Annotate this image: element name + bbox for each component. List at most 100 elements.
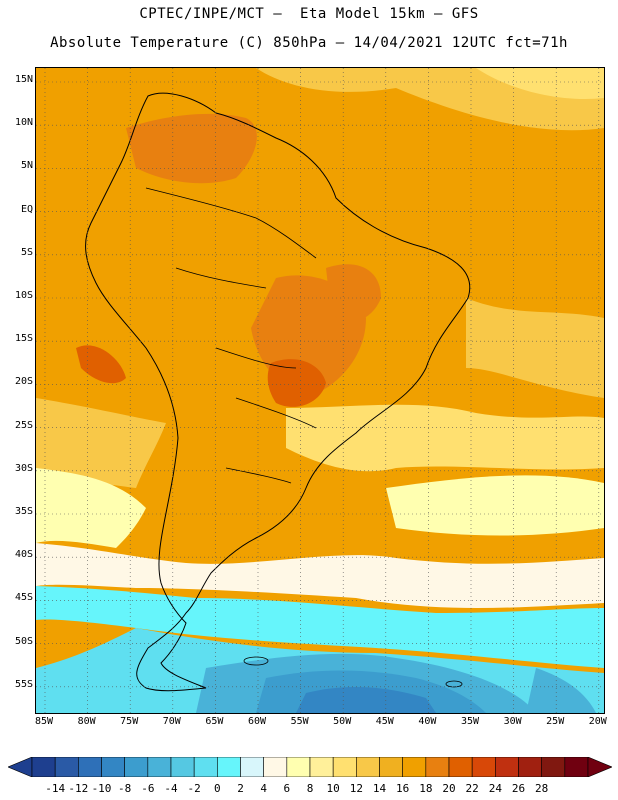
band-6-8 [36, 543, 604, 608]
colorbar-tick-label: 18 [419, 782, 433, 795]
title-line-2: Absolute Temperature (C) 850hPa – 14/04/… [50, 35, 568, 51]
colorbar-tick-label: -8 [118, 782, 132, 795]
band-neg4-east [526, 668, 596, 713]
lat-label: 30S [14, 462, 33, 474]
colorbar-swatch [518, 757, 542, 777]
colorbar-swatch [217, 757, 241, 777]
colorbar-tick-label: 6 [283, 782, 291, 795]
colorbar-swatch [471, 757, 496, 777]
colorbar-swatch [240, 757, 264, 777]
colorbar-tick-label: 0 [214, 782, 221, 795]
lon-label: 40W [418, 716, 437, 727]
colorbar-left-arrow [8, 757, 33, 777]
lat-label: 10S [14, 290, 33, 301]
colorbar-tick-label: 10 [326, 782, 340, 795]
colorbar-swatch [541, 757, 566, 777]
warm-core-pacific [76, 345, 126, 384]
band-12-14-north [476, 68, 604, 99]
colorbar-tick-label: -2 [187, 782, 201, 795]
lon-label: 50W [333, 716, 352, 727]
colorbar-tick-label: 26 [511, 782, 526, 795]
colorbar-tick-label: -10 [91, 782, 112, 795]
colorbar-swatch [379, 757, 403, 777]
colorbar-tick-label: -4 [164, 782, 178, 795]
colorbar [8, 757, 612, 777]
colorbar-swatch [402, 757, 427, 777]
colorbar-swatch [147, 757, 172, 777]
lat-label: 10N [14, 117, 33, 129]
lon-label: 70W [162, 716, 181, 727]
colorbar-swatch [448, 757, 473, 777]
title-line-1: CPTEC/INPE/MCT – Eta Model 15km – GFS [139, 6, 479, 22]
band-10-west [36, 468, 146, 548]
colorbar-tick-label: 14 [372, 782, 387, 795]
band-14-16-west [36, 398, 166, 488]
falkland-islands [243, 656, 269, 666]
lat-label: 35S [14, 506, 33, 517]
south-america-coastline [85, 92, 471, 692]
lat-label: 5S [20, 246, 33, 258]
graticule [36, 68, 604, 713]
lon-label: 20W [588, 716, 607, 727]
colorbar-swatch [564, 757, 589, 777]
colorbar-swatch [286, 757, 311, 777]
lon-label: 45W [375, 716, 394, 727]
lon-label: 75W [120, 716, 139, 727]
warm-north-andes [126, 113, 257, 184]
colorbar-swatch [309, 757, 334, 777]
colorbar-tick-label: 28 [535, 782, 549, 795]
colorbar-tick-label: 16 [396, 782, 410, 795]
lon-label: 25W [546, 716, 565, 727]
band-2-4 [36, 586, 604, 668]
colorbar-tick-label: 8 [306, 782, 314, 795]
colorbar-tick-label: 20 [442, 782, 456, 795]
colorbar-tick-label: 2 [237, 782, 244, 795]
warm-core-pantanal [267, 359, 326, 407]
colorbar-swatch [193, 757, 218, 777]
temperature-map [35, 67, 605, 714]
lat-label: EQ [20, 203, 33, 215]
colorbar-swatch [101, 757, 125, 777]
south-georgia [445, 680, 463, 688]
colorbar-swatch [170, 757, 195, 777]
lat-label: 20S [14, 376, 33, 388]
map-svg [36, 68, 604, 713]
colorbar-tick-label: -14 [45, 782, 66, 795]
lat-label: 55S [14, 678, 33, 690]
band-10-east [386, 475, 604, 536]
lon-label: 55W [290, 716, 309, 727]
colorbar-tick-label: 22 [465, 782, 479, 795]
lon-label: 80W [77, 716, 96, 727]
colorbar-swatch [124, 757, 149, 777]
colorbar-swatch [332, 757, 357, 777]
lon-label: 85W [34, 716, 54, 727]
band-12-14-mid [286, 404, 604, 472]
band-neg8 [296, 686, 436, 713]
lat-label: 15N [14, 74, 33, 85]
colorbar-tick-label: 12 [349, 782, 363, 795]
lon-label: 35W [460, 716, 480, 727]
lon-label: 65W [205, 716, 224, 727]
colorbar-swatch [356, 757, 380, 777]
lat-label: 50S [14, 635, 33, 647]
band-14-16-east [466, 298, 604, 398]
colorbar-tick-label: -12 [68, 782, 89, 795]
colorbar-swatch [54, 757, 79, 777]
lat-label: 5N [20, 160, 33, 172]
colorbar-swatch [263, 757, 288, 777]
colorbar-tick-label: -6 [141, 782, 155, 795]
colorbar-right-arrow [587, 757, 612, 777]
colorbar-swatch [78, 757, 102, 777]
lat-label: 15S [14, 333, 33, 345]
country-borders [145, 187, 317, 484]
colorbar-swatch [425, 757, 450, 777]
colorbar-tick-label: 24 [488, 782, 502, 795]
lat-label: 25S [14, 419, 33, 431]
colorbar-swatch [31, 757, 56, 777]
colorbar-swatch [495, 757, 519, 777]
colorbar-tick-label: 4 [260, 782, 267, 795]
lon-label: 30W [503, 716, 522, 727]
warm-east-brazil [326, 264, 381, 322]
lon-label: 60W [247, 716, 267, 727]
lat-label: 40S [14, 549, 33, 561]
